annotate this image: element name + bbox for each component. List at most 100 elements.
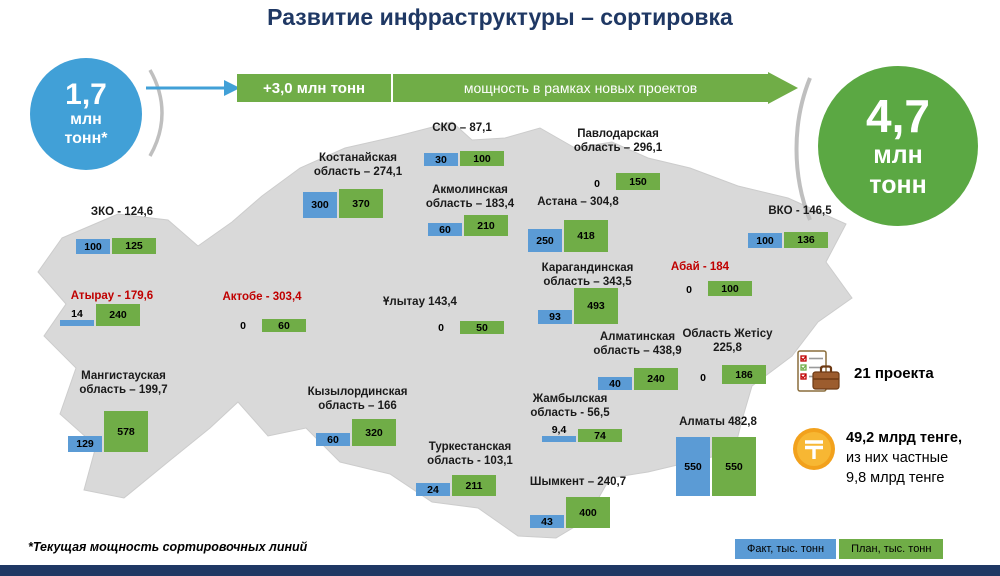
region-fact-value: 9,4 xyxy=(551,424,567,436)
current-capacity-value: 1,7 xyxy=(65,78,107,112)
region-fact-bar: 40 xyxy=(598,377,632,390)
region-bars-akmola: 60 210 xyxy=(428,160,508,236)
region-plan-bar: 50 xyxy=(460,321,504,334)
region-bars-karaganda: 93 493 xyxy=(538,248,618,324)
region-bars-almaty_obl: 40 240 xyxy=(598,314,678,390)
region-label-karaganda: Карагандинская область – 343,5 xyxy=(541,262,634,288)
region-bars-kostanay: 300 370 xyxy=(303,142,383,218)
region-label-almaty: Алматы 482,8 xyxy=(679,416,757,428)
region-fact-value: 0 xyxy=(240,320,246,332)
region-fact-value: 0 xyxy=(700,372,706,384)
region-fact-value: 40 xyxy=(609,377,621,390)
region-plan-bar: 418 xyxy=(564,220,608,252)
footnote: *Текущая мощность сортировочных линий xyxy=(28,540,308,554)
region-fact-bar: 550 xyxy=(676,437,710,496)
region-fact-value: 60 xyxy=(439,223,451,236)
region-plan-value: 100 xyxy=(473,152,491,165)
region-fact-bar: 60 xyxy=(428,223,462,236)
current-capacity-unit2: тонн* xyxy=(64,129,108,147)
region-bars-ulytau: 0 50 xyxy=(424,258,504,334)
region-fact-value: 100 xyxy=(756,234,774,247)
region-plan-value: 400 xyxy=(579,506,597,519)
region-bars-shymkent: 43 400 xyxy=(530,452,610,528)
region-plan-value: 210 xyxy=(477,219,495,232)
region-fact-bar: 43 xyxy=(530,515,564,528)
region-label-abai: Абай - 184 xyxy=(670,261,730,273)
region-bars-zhambyl: 9,4 74 xyxy=(542,366,622,442)
added-capacity-value: +3,0 млн тонн xyxy=(263,79,366,97)
region-plan-bar: 400 xyxy=(566,497,610,528)
region-bars-abai: 0 100 xyxy=(672,220,752,296)
region-plan-value: 370 xyxy=(352,197,370,210)
region-label-akmola: Акмолинская область – 183,4 xyxy=(425,184,515,210)
region-label-astana: Астана – 304,8 xyxy=(537,196,619,208)
region-fact-bar: 129 xyxy=(68,436,102,452)
region-plan-bar: 240 xyxy=(96,304,140,326)
legend-fact: Факт, тыс. тонн xyxy=(735,539,837,559)
finance-block: 49,2 млрд тенге, из них частные 9,8 млрд… xyxy=(791,426,962,488)
region-fact-value: 30 xyxy=(435,153,447,166)
region-plan-value: 50 xyxy=(476,321,488,334)
region-plan-value: 240 xyxy=(647,373,665,385)
region-bars-pavlodar: 0 150 xyxy=(580,114,660,190)
region-plan-value: 240 xyxy=(109,309,127,321)
region-plan-bar: 370 xyxy=(339,189,383,218)
page-title: Развитие инфраструктуры – сортировка xyxy=(267,4,733,30)
projects-count-label: 21 проекта xyxy=(854,364,934,382)
region-plan-value: 136 xyxy=(797,234,815,246)
region-fact-bar: 60 xyxy=(316,433,350,446)
banner-caption: мощность в рамках новых проектов xyxy=(463,80,698,96)
clipboard-briefcase-icon xyxy=(797,350,840,392)
region-bars-kyzylorda: 60 320 xyxy=(316,370,396,446)
region-fact-bar xyxy=(542,436,576,442)
region-bars-mangystau: 129 578 xyxy=(68,376,148,452)
region-plan-value: 550 xyxy=(725,460,743,473)
region-plan-value: 60 xyxy=(278,319,290,332)
region-plan-value: 100 xyxy=(721,282,739,295)
region-plan-value: 320 xyxy=(365,426,383,439)
region-plan-bar: 210 xyxy=(464,215,508,236)
region-fact-value: 43 xyxy=(541,515,553,528)
green-arrow-head-icon xyxy=(768,72,798,104)
legend: Факт, тыс. тонн План, тыс. тонн xyxy=(735,539,944,559)
region-plan-bar: 493 xyxy=(574,288,618,324)
region-plan-bar: 150 xyxy=(616,173,660,190)
region-fact-value: 300 xyxy=(311,199,329,211)
left-paren-arc xyxy=(148,69,164,157)
region-fact-value: 93 xyxy=(549,311,561,323)
region-plan-bar: 550 xyxy=(712,437,756,496)
region-fact-value: 14 xyxy=(71,308,83,320)
future-capacity-value: 4,7 xyxy=(866,89,930,142)
region-bars-atyrau: 14 240 xyxy=(60,250,140,326)
region-plan-bar: 74 xyxy=(578,429,622,442)
region-fact-bar: 300 xyxy=(303,192,337,218)
legend-plan: План, тыс. тонн xyxy=(839,539,944,559)
region-plan-bar: 186 xyxy=(722,365,766,384)
region-fact-bar xyxy=(60,320,94,326)
region-plan-bar: 320 xyxy=(352,419,396,446)
region-fact-bar: 93 xyxy=(538,310,572,324)
finance-line2: из них частные xyxy=(846,450,949,466)
region-plan-bar: 60 xyxy=(262,319,306,332)
region-bars-astana: 250 418 xyxy=(528,176,608,252)
region-label-vko: ВКО - 146,5 xyxy=(768,205,832,217)
right-paren-arc xyxy=(794,77,812,221)
region-plan-bar: 136 xyxy=(784,232,828,248)
region-plan-bar: 100 xyxy=(708,281,752,296)
banner-divider xyxy=(391,74,394,102)
region-fact-value: 550 xyxy=(684,460,702,473)
region-plan-value: 186 xyxy=(735,368,753,381)
bottom-bar xyxy=(0,565,1000,576)
region-fact-value: 0 xyxy=(438,322,444,334)
region-label-almaty_obl: Алматинская область – 438,9 xyxy=(593,331,682,357)
region-fact-value: 24 xyxy=(427,483,439,496)
region-plan-bar: 100 xyxy=(460,151,504,166)
finance-line1: 49,2 млрд тенге, xyxy=(846,430,962,446)
future-capacity-circle: 4,7 млн тонн xyxy=(818,66,978,226)
region-label-atyrau: Атырау - 179,6 xyxy=(70,290,154,302)
region-label-zko: ЗКО - 124,6 xyxy=(90,206,154,218)
region-label-zhambyl: Жамбылская область - 56,5 xyxy=(530,393,610,419)
